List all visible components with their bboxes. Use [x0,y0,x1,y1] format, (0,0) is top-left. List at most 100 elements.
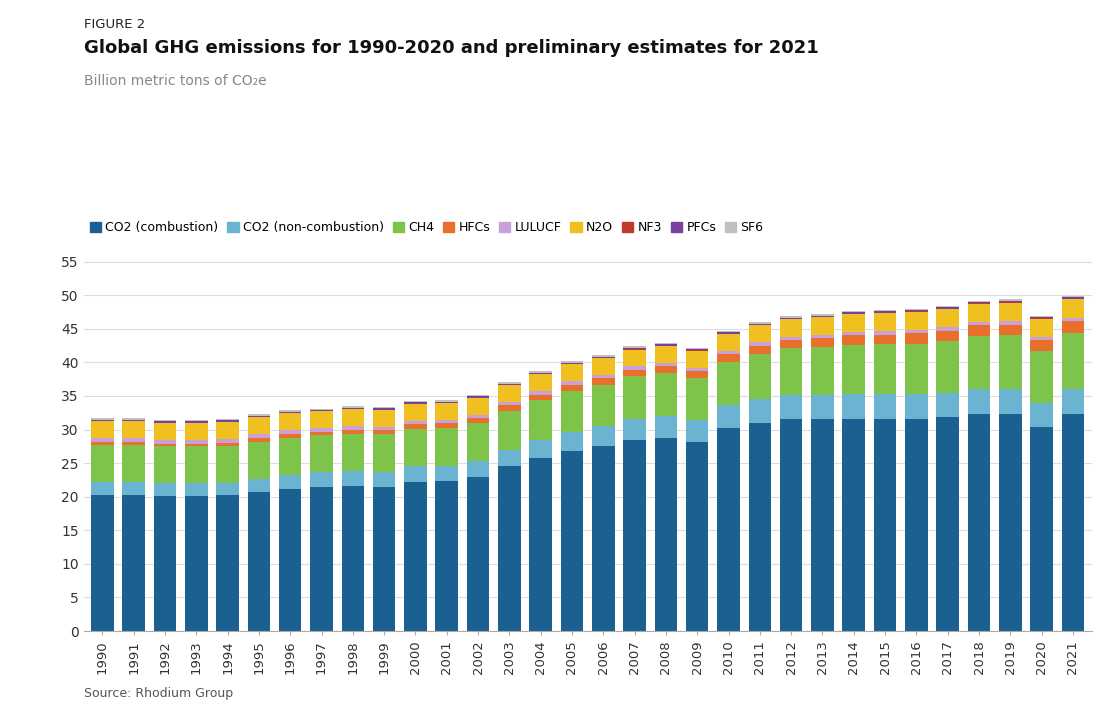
Bar [560,451,584,631]
Text: Global GHG emissions for 1990-2020 and preliminary estimates for 2021: Global GHG emissions for 1990-2020 and p… [84,39,819,57]
Bar [655,343,677,345]
Bar [310,486,333,631]
Bar [436,403,458,420]
Bar [404,404,427,420]
Bar [91,421,114,438]
Bar [247,414,271,415]
Bar [278,434,302,437]
Bar [655,416,677,437]
Bar [123,442,145,445]
Bar [1062,333,1084,389]
Bar [1030,317,1053,318]
Bar [842,314,866,332]
Bar [404,403,427,404]
Bar [529,440,551,459]
Bar [937,331,959,341]
Bar [373,427,395,430]
Bar [278,411,302,413]
Bar [436,402,458,403]
Bar [342,471,364,486]
Bar [873,310,897,311]
Bar [1030,403,1053,427]
Bar [498,406,520,411]
Bar [436,420,458,423]
Bar [1030,318,1053,337]
Bar [873,335,897,344]
Bar [247,438,271,442]
Bar [873,420,897,631]
Bar [560,432,584,451]
Bar [905,310,928,311]
Bar [185,421,207,423]
Bar [624,419,646,440]
Bar [216,422,238,439]
Bar [310,435,333,472]
Bar [1030,340,1053,351]
Bar [91,420,114,421]
Bar [842,420,866,631]
Bar [842,345,866,394]
Bar [467,395,489,396]
Bar [91,438,114,442]
Bar [592,379,615,384]
Bar [873,331,897,335]
Bar [123,445,145,482]
Bar [592,384,615,426]
Bar [780,316,802,318]
Bar [1030,316,1053,317]
Bar [999,299,1022,301]
Bar [968,302,990,303]
Bar [404,424,427,429]
Bar [624,348,646,349]
Bar [1062,321,1084,333]
Bar [905,344,928,394]
Bar [185,423,207,440]
Bar [686,378,709,420]
Bar [342,406,364,408]
Bar [624,376,646,419]
Bar [310,411,333,428]
Bar [247,479,271,492]
Bar [123,418,145,420]
Bar [373,486,395,631]
Bar [342,430,364,433]
Bar [811,347,833,395]
Bar [937,309,959,328]
Bar [937,308,959,309]
Bar [655,363,677,367]
Bar [247,492,271,631]
Bar [247,434,271,438]
Bar [247,415,271,418]
Bar [310,472,333,486]
Bar [592,357,615,358]
Bar [873,311,897,313]
Bar [123,482,145,496]
Bar [686,347,709,349]
Bar [624,367,646,369]
Bar [717,334,740,351]
Bar [968,336,990,389]
Bar [780,340,802,348]
Bar [373,407,395,408]
Bar [467,418,489,423]
Bar [1030,427,1053,631]
Bar [842,335,866,345]
Bar [717,331,740,333]
Bar [529,395,551,400]
Bar [968,414,990,631]
Bar [310,428,333,432]
Bar [436,466,458,481]
Bar [686,420,709,442]
Bar [717,428,740,631]
Bar [937,341,959,393]
Bar [686,371,709,378]
Bar [342,409,364,426]
Bar [342,426,364,430]
Bar [780,395,802,420]
Bar [811,318,833,335]
Bar [436,481,458,631]
Bar [624,350,646,367]
Bar [278,437,302,474]
Bar [529,372,551,373]
Bar [655,345,677,346]
